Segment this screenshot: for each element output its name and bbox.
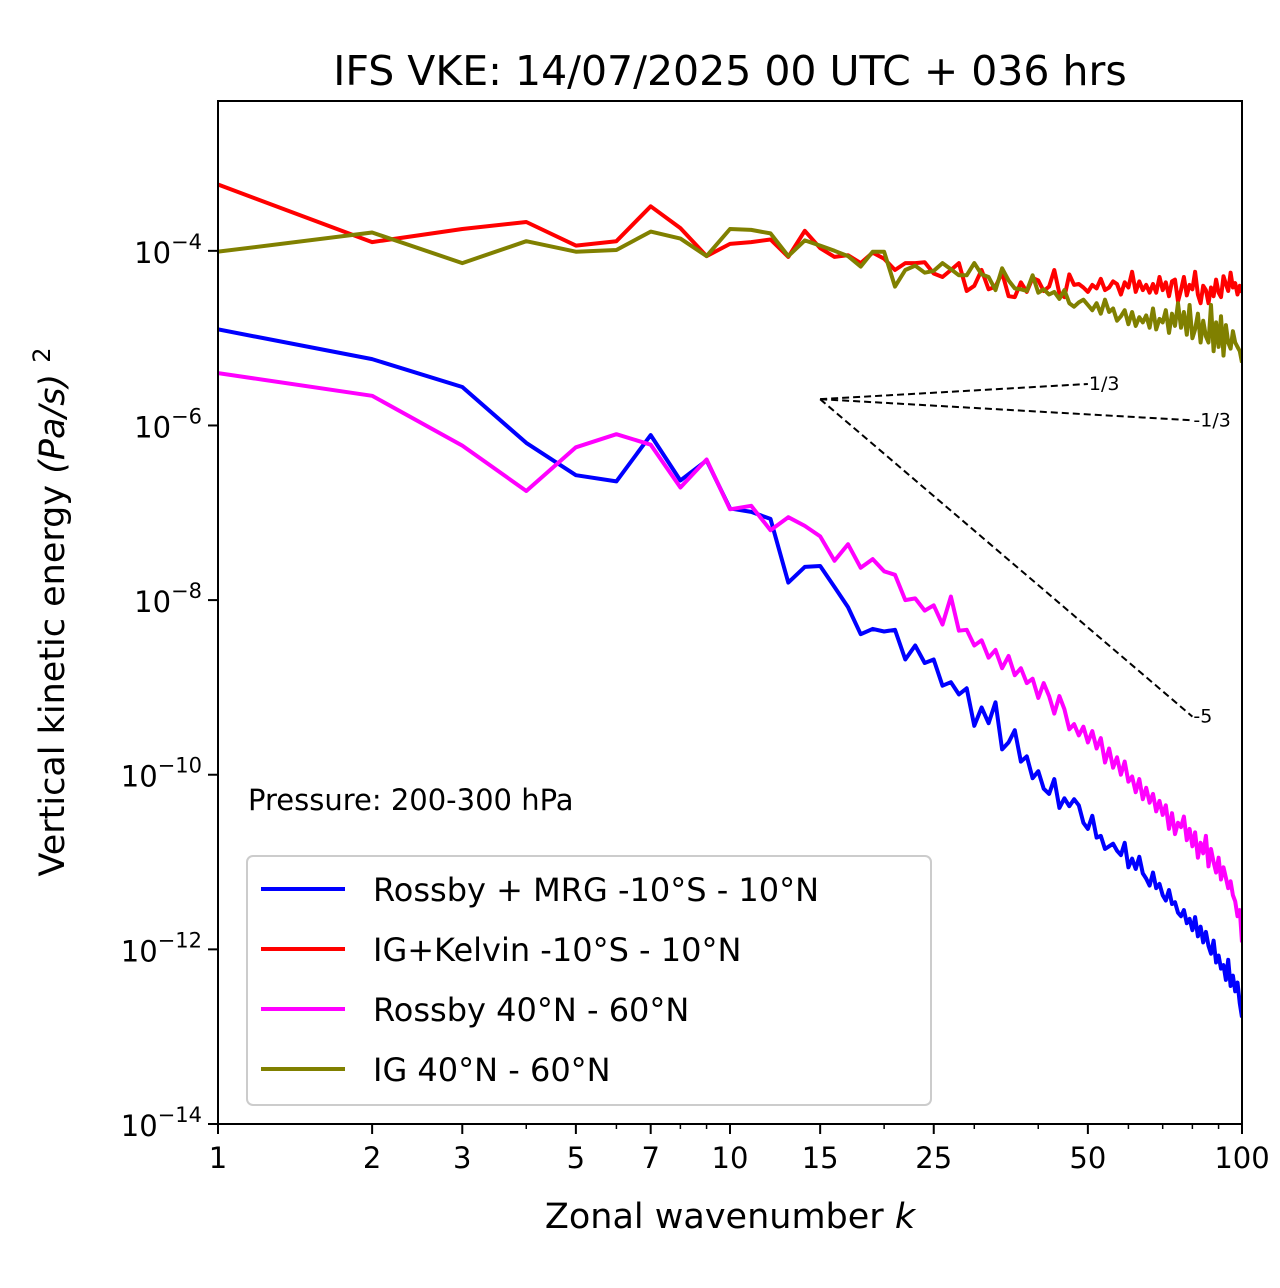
reference-slope-line-2	[819, 398, 1194, 718]
reference-slope-line-0	[820, 382, 1088, 401]
reference-slope-label-1: -1/3	[1193, 409, 1230, 431]
pressure-annotation: Pressure: 200-300 hPa	[248, 783, 574, 817]
reference-slope-label-0: 1/3	[1089, 373, 1120, 395]
legend-label-2: Rossby 40°N - 60°N	[373, 991, 689, 1029]
x-tick-label: 25	[915, 1141, 952, 1175]
y-tick-label: 10−6	[134, 404, 202, 444]
x-axis-ticks: 1 2 3 5 7 10 15 25 50 100	[209, 1124, 1270, 1175]
x-axis-label-text: Zonal wavenumber	[545, 1197, 884, 1237]
reference-slopes: 1/3 -1/3 -5	[819, 373, 1231, 728]
legend-box	[246, 855, 932, 1106]
y-axis-ticks: 10−14 10−12 10−10 10−8 10−6 10−4	[121, 230, 218, 1143]
chart-title: IFS VKE: 14/07/2025 00 UTC + 036 hrs	[333, 47, 1126, 95]
x-axis-label-var: k	[895, 1197, 917, 1237]
x-tick-label: 7	[641, 1141, 659, 1175]
legend-label-0: Rossby + MRG -10°S - 10°N	[373, 871, 819, 909]
x-axis-label: Zonal wavenumber k	[545, 1197, 917, 1237]
series-line-3	[218, 227, 1242, 363]
x-tick-label: 15	[802, 1141, 839, 1175]
y-axis-label-unit: (Pa/s)	[33, 374, 73, 474]
reference-slope-label-2: -5	[1193, 706, 1212, 728]
legend-label-1: IG+Kelvin -10°S - 10°N	[373, 931, 741, 969]
y-axis-label-text: Vertical kinetic energy	[33, 485, 73, 877]
y-tick-label: 10−8	[134, 579, 202, 619]
y-tick-label: 10−12	[121, 928, 202, 968]
reference-slope-line-1	[820, 398, 1193, 422]
legend: Rossby + MRG -10°S - 10°N IG+Kelvin -10°S…	[246, 855, 932, 1106]
y-axis-label-power: 2	[28, 347, 56, 362]
x-tick-label: 1	[209, 1141, 227, 1175]
x-tick-label: 3	[453, 1141, 471, 1175]
series-line-2	[218, 371, 1242, 943]
x-tick-label: 50	[1069, 1141, 1106, 1175]
x-tick-label: 2	[363, 1141, 381, 1175]
x-tick-label: 5	[567, 1141, 585, 1175]
x-tick-label: 10	[712, 1141, 749, 1175]
y-tick-label: 10−4	[134, 230, 202, 270]
legend-label-3: IG 40°N - 60°N	[373, 1051, 611, 1089]
x-tick-label: 100	[1214, 1141, 1269, 1175]
series-layer	[218, 182, 1242, 1018]
series-line-0	[218, 327, 1242, 1018]
y-tick-label: 10−10	[121, 754, 202, 794]
y-tick-label: 10−14	[121, 1103, 202, 1143]
y-axis-label: Vertical kinetic energy (Pa/s) 2	[28, 347, 73, 876]
